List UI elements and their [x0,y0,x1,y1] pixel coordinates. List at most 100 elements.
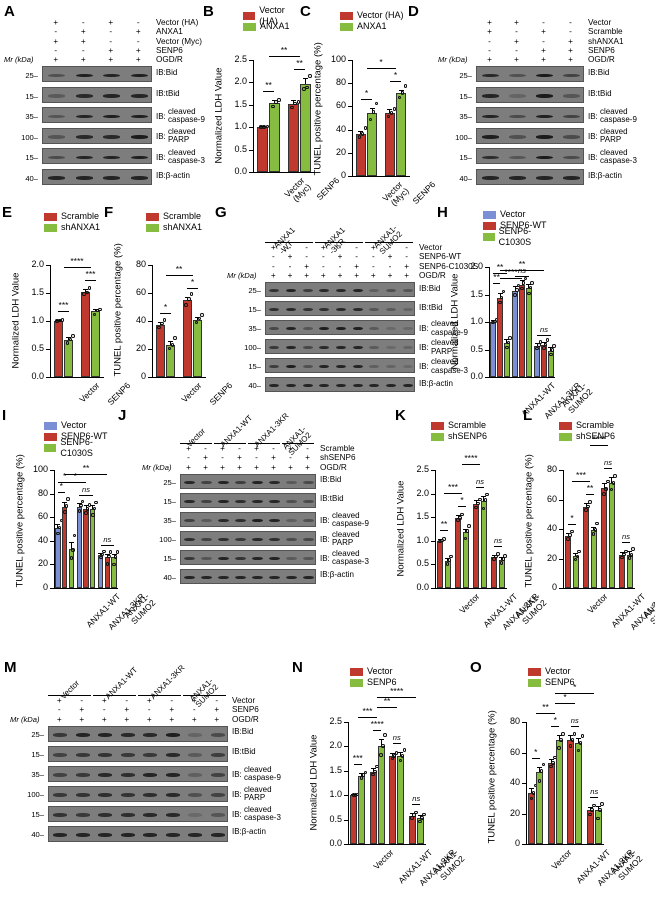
blot-band [352,346,363,350]
legend-label: SENP6-WT [500,220,547,230]
blot-band [201,518,212,523]
ib-label: IB:β-actin [588,170,622,180]
blot-band [286,499,297,504]
blot-band [188,833,203,837]
y-tick [559,558,563,560]
legend-label: SENP6 [545,677,575,687]
error-bar [499,292,501,298]
data-point [501,289,506,294]
ib-prefix: IB: [232,810,242,820]
data-point [277,98,282,102]
blot-strip [476,148,584,165]
lane-sign: + [568,36,573,46]
lane-sign: + [487,18,492,27]
legend-item: Scramble [146,211,202,222]
mr-tick: 15– [248,305,261,315]
lane-sign: + [186,444,191,453]
y-tick-label: 20 [546,552,557,563]
legend-label: shANXA1 [163,222,203,232]
ib-line: caspase-9 [431,327,468,337]
lane-sign: - [255,453,258,463]
blot-strip [476,86,584,103]
blot-strip [265,300,415,316]
data-point [561,732,565,736]
y-tick [522,752,526,754]
condition-label: OGD/R [419,270,446,280]
mr-tick: 40– [163,573,176,583]
blot-band [188,733,203,737]
y-tick-label: 40 [37,534,48,545]
ib-prefix: IB: [156,152,166,162]
panel-i-chart: Vector SENP6-WT SENP6-C1030S TUNEL positive… [2,408,158,632]
condition-label: shANXA1 [588,36,624,46]
blot-band [75,73,93,78]
blot-strip [476,127,584,144]
blot-band [369,308,380,312]
y-tick-label: 80 [37,487,48,498]
data-point [592,803,596,808]
data-point [613,474,618,479]
blot-band [369,327,380,331]
blot-band [252,499,263,504]
error-cap [369,108,375,110]
data-point [570,529,574,534]
lane-sign: - [305,243,309,252]
blot-band [120,753,135,757]
blot-band [98,833,113,837]
significance-line [57,482,72,484]
mr-tick: 15– [25,91,38,101]
bar [300,83,311,172]
y-tick [559,588,563,589]
blot-band [75,773,90,777]
blot-band [509,73,526,78]
chart-legend: Scramble shANXA1 [44,211,100,233]
error-bar [170,340,172,345]
blot-band [352,308,363,312]
y-tick-label: 60 [509,746,520,757]
data-point [549,764,553,769]
data-point [274,99,278,104]
y-tick-label: 1.5 [329,764,342,775]
mr-tick: 100– [159,535,176,545]
data-point [609,487,614,492]
lane-sign: + [80,36,86,46]
data-point [98,307,102,312]
legend-label: Vector (HA) [357,10,404,20]
error-cap [565,532,571,534]
lane-sign: - [125,696,129,705]
ib-line: caspase-3 [168,155,205,165]
significance-line [590,796,599,798]
ib-label: IB: cleaved caspase-3 [320,549,369,567]
ib-line: caspase-9 [600,114,637,124]
error-cap [455,515,461,517]
y-tick [344,819,348,821]
panel-letter-E: E [2,204,13,221]
data-point [392,753,397,758]
significance-label: ** [82,462,90,473]
legend-item: SENP6 [528,677,575,688]
data-point [187,297,191,301]
lane-sign: + [514,18,519,27]
condition-label: OGD/R [320,462,347,472]
panel-letter-H: H [437,204,448,221]
blot-band [286,575,297,580]
y-tick [522,844,526,845]
ib-label: IB: cleaved PARP [588,127,628,145]
blot-band [269,480,280,485]
significance-line [58,310,69,312]
data-point [265,124,270,129]
legend-swatch [340,22,353,31]
group-underline [265,242,313,243]
y-tick-label: 1.0 [470,316,483,326]
y-tick-label: 40 [335,123,346,134]
ib-line: cleaved [168,106,196,116]
y-tick [344,770,348,772]
data-point [552,344,556,348]
lane-sign: + [101,696,107,705]
y-tick-label: 60 [546,493,557,504]
significance-line [476,486,484,488]
bar [572,556,579,588]
ib-line: cleaved [431,319,459,329]
ib-label: IB: cleaved caspase-3 [419,358,468,375]
y-tick [431,564,435,566]
